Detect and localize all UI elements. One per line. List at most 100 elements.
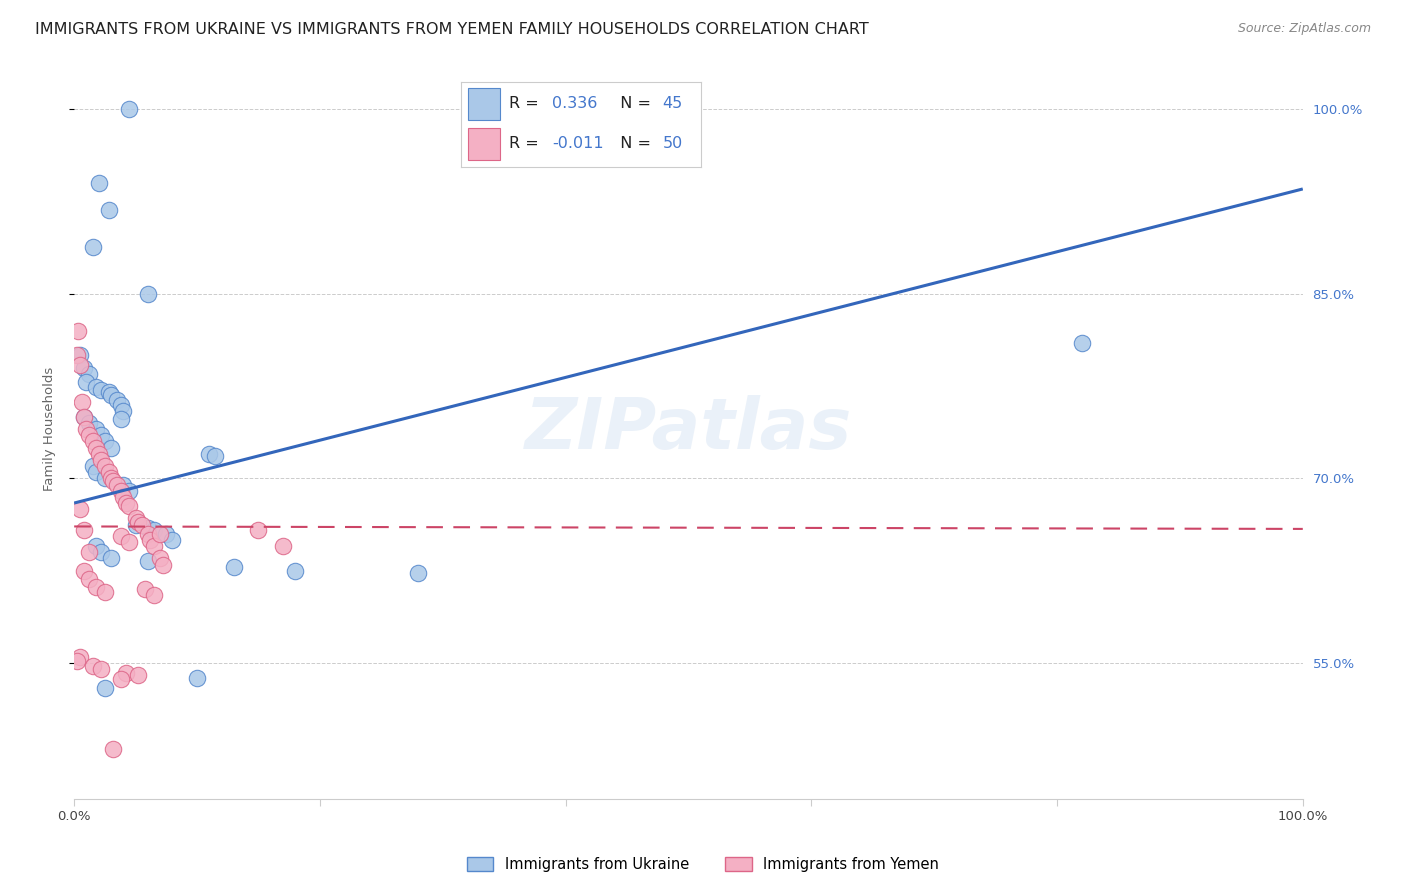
Point (149, 551, 172, 566)
Point (69, 650, 91, 665)
Point (110, 529, 132, 543)
Point (139, 533, 162, 547)
Point (66, 654, 89, 668)
Point (186, 671, 208, 685)
Point (97, 465, 120, 479)
Point (97, 385, 120, 400)
Point (271, 539, 294, 553)
Point (143, 539, 166, 553)
Point (124, 511, 146, 525)
Point (66, 348, 89, 362)
Point (198, 447, 221, 461)
Point (82, 434, 104, 449)
Point (69, 502, 91, 516)
Point (77, 416, 100, 430)
Point (110, 397, 132, 411)
Point (94, 459, 117, 474)
Point (97, 202, 120, 217)
Point (100, 551, 122, 566)
Point (118, 499, 141, 513)
Point (204, 449, 226, 463)
Point (134, 582, 156, 597)
Point (84, 422, 107, 436)
Point (90, 662, 112, 676)
Point (73, 564, 96, 578)
Text: Source: ZipAtlas.com: Source: ZipAtlas.com (1237, 22, 1371, 36)
Point (82, 240, 104, 254)
Point (84, 380, 107, 394)
Point (73, 409, 96, 424)
Point (77, 367, 100, 381)
Point (82, 658, 104, 673)
Point (90, 383, 112, 397)
Text: ZIPatlas: ZIPatlas (524, 394, 852, 464)
Point (1070, 335, 1092, 350)
Point (75, 376, 97, 390)
Point (110, 412, 132, 426)
Point (136, 526, 159, 541)
Point (70, 395, 93, 409)
Point (94, 584, 117, 599)
Point (143, 589, 166, 603)
Point (284, 564, 307, 578)
Point (152, 558, 174, 572)
Point (162, 533, 184, 547)
Point (143, 523, 166, 537)
Point (84, 465, 107, 479)
Point (69, 348, 91, 362)
Text: IMMIGRANTS FROM UKRAINE VS IMMIGRANTS FROM YEMEN FAMILY HOUSEHOLDS CORRELATION C: IMMIGRANTS FROM UKRAINE VS IMMIGRANTS FR… (35, 22, 869, 37)
Point (105, 477, 128, 491)
Point (112, 490, 135, 504)
Point (100, 441, 122, 455)
Point (110, 483, 132, 498)
Point (100, 387, 122, 401)
Point (103, 742, 125, 756)
Point (155, 526, 177, 541)
Point (136, 554, 159, 568)
Point (127, 668, 149, 682)
Point (73, 360, 96, 375)
Point (84, 441, 107, 455)
Point (114, 496, 136, 510)
Point (90, 545, 112, 559)
Point (114, 666, 136, 681)
Point (94, 434, 117, 449)
Point (149, 526, 172, 541)
Point (118, 535, 141, 549)
Point (66, 324, 89, 338)
Point (136, 286, 159, 301)
Point (112, 403, 135, 417)
Point (118, 102, 141, 116)
Point (90, 453, 112, 467)
Point (69, 358, 91, 372)
Point (105, 392, 128, 407)
Point (94, 681, 117, 695)
Point (112, 477, 135, 491)
Point (124, 518, 146, 533)
Point (94, 471, 117, 485)
Point (136, 521, 159, 535)
Point (110, 672, 132, 686)
Point (84, 580, 107, 594)
Point (77, 545, 100, 559)
Point (87, 447, 110, 461)
Point (247, 523, 270, 537)
Point (73, 523, 96, 537)
Point (118, 483, 141, 498)
Point (75, 422, 97, 436)
Point (77, 573, 100, 587)
Point (406, 566, 429, 581)
Point (90, 428, 112, 442)
Point (82, 459, 104, 474)
Point (84, 539, 107, 553)
Point (131, 518, 153, 533)
Point (77, 428, 100, 442)
Legend: Immigrants from Ukraine, Immigrants from Yemen: Immigrants from Ukraine, Immigrants from… (461, 851, 945, 878)
Point (73, 409, 96, 424)
Point (87, 176, 110, 190)
Point (100, 471, 122, 485)
Point (103, 474, 125, 488)
Point (127, 515, 149, 529)
Y-axis label: Family Households: Family Households (44, 367, 56, 491)
Point (222, 560, 245, 574)
